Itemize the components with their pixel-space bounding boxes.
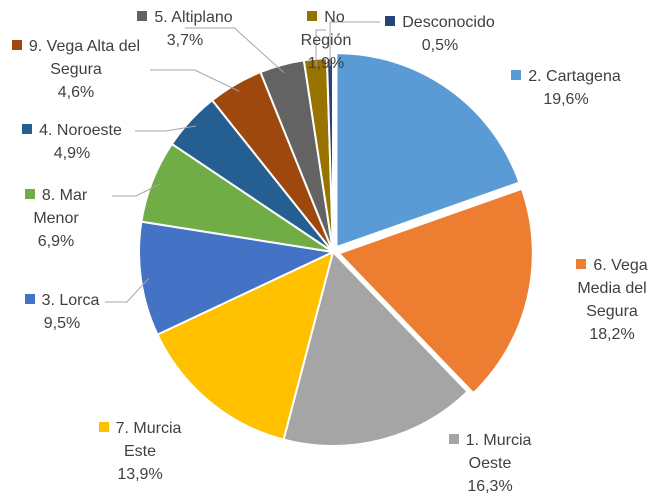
legend-key (385, 16, 396, 26)
pie-slice (337, 187, 534, 395)
leader-line (185, 27, 285, 73)
legend-key (11, 40, 22, 50)
category-label: 7. Murcia Este (115, 420, 182, 460)
legend-key (24, 294, 35, 304)
value-label: 0,5% (421, 37, 459, 54)
value-label: 18,2% (589, 326, 635, 343)
legend-key (307, 11, 318, 21)
value-label: 6,9% (37, 233, 75, 250)
value-label: 3,7% (166, 32, 204, 49)
legend-key (137, 11, 148, 21)
data-label: 9. Vega Alta del Segura 4,6% (4, 35, 149, 104)
legend-key (22, 124, 33, 134)
data-label: 3. Lorca 9,5% (17, 289, 107, 335)
pie-slice (282, 250, 469, 447)
leader-line (150, 69, 240, 92)
pie-slice (335, 52, 521, 249)
data-label: Desconocido 0,5% (380, 11, 500, 57)
value-label: 4,9% (53, 145, 91, 162)
data-label: 6. Vega Media del Segura 18,2% (562, 254, 662, 346)
category-label: 9. Vega Alta del Segura (28, 38, 141, 78)
data-label: 1. Murcia Oeste 16,3% (433, 429, 548, 498)
value-label: 13,9% (117, 466, 163, 483)
data-label: 2. Cartagena 19,6% (496, 65, 636, 111)
category-label: 3. Lorca (41, 292, 100, 309)
category-label: 8. Mar Menor (33, 187, 88, 227)
data-label: No Región 1,9% (281, 6, 371, 75)
category-label: 6. Vega Media del Segura (577, 257, 648, 320)
leader-line (112, 183, 161, 197)
category-label: 1. Murcia Oeste (465, 432, 532, 472)
legend-key (98, 422, 109, 432)
leader-line (135, 125, 197, 132)
value-label: 9,5% (43, 315, 81, 332)
value-label: 16,3% (467, 478, 513, 495)
category-label: Desconocido (402, 14, 495, 31)
category-label: 2. Cartagena (528, 68, 621, 85)
pie-slice (156, 250, 335, 441)
value-label: 19,6% (543, 91, 589, 108)
legend-key (24, 189, 35, 199)
category-label: 5. Altiplano (154, 9, 233, 26)
pie-slice (138, 220, 337, 336)
value-label: 1,9% (307, 55, 345, 72)
value-label: 4,6% (57, 84, 95, 101)
leader-line (329, 21, 380, 67)
legend-key (511, 70, 522, 80)
category-label: No Región (300, 9, 352, 49)
leader-line (315, 29, 326, 67)
data-label: 5. Altiplano 3,7% (120, 6, 250, 52)
category-label: 4. Noroeste (39, 122, 122, 139)
leader-line (105, 277, 150, 303)
data-label: 8. Mar Menor 6,9% (16, 184, 96, 253)
legend-key (576, 259, 587, 269)
data-label: 4. Noroeste 4,9% (10, 119, 135, 165)
legend-key (448, 434, 459, 444)
data-label: 7. Murcia Este 13,9% (83, 417, 198, 486)
